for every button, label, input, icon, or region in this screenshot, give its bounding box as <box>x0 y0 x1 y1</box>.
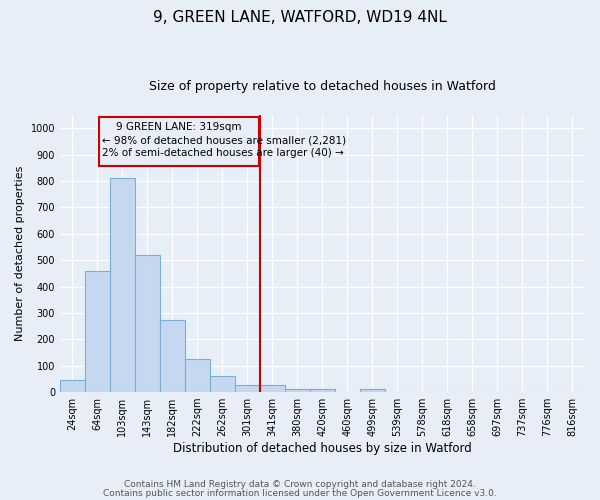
Text: 9, GREEN LANE, WATFORD, WD19 4NL: 9, GREEN LANE, WATFORD, WD19 4NL <box>153 10 447 25</box>
Text: 9 GREEN LANE: 319sqm: 9 GREEN LANE: 319sqm <box>116 122 241 132</box>
Bar <box>285 390 310 392</box>
Bar <box>235 386 260 392</box>
Bar <box>185 359 210 392</box>
Bar <box>210 376 235 392</box>
Bar <box>110 178 135 392</box>
Text: Contains HM Land Registry data © Crown copyright and database right 2024.: Contains HM Land Registry data © Crown c… <box>124 480 476 489</box>
Bar <box>260 386 285 392</box>
Bar <box>60 380 85 392</box>
Text: Contains public sector information licensed under the Open Government Licence v3: Contains public sector information licen… <box>103 488 497 498</box>
Bar <box>160 320 185 392</box>
Bar <box>85 270 110 392</box>
Y-axis label: Number of detached properties: Number of detached properties <box>15 166 25 341</box>
Bar <box>135 255 160 392</box>
FancyBboxPatch shape <box>98 117 259 166</box>
Bar <box>360 390 385 392</box>
Text: ← 98% of detached houses are smaller (2,281): ← 98% of detached houses are smaller (2,… <box>101 135 346 145</box>
Title: Size of property relative to detached houses in Watford: Size of property relative to detached ho… <box>149 80 496 93</box>
Text: 2% of semi-detached houses are larger (40) →: 2% of semi-detached houses are larger (4… <box>101 148 343 158</box>
Bar <box>310 388 335 392</box>
X-axis label: Distribution of detached houses by size in Watford: Distribution of detached houses by size … <box>173 442 472 455</box>
